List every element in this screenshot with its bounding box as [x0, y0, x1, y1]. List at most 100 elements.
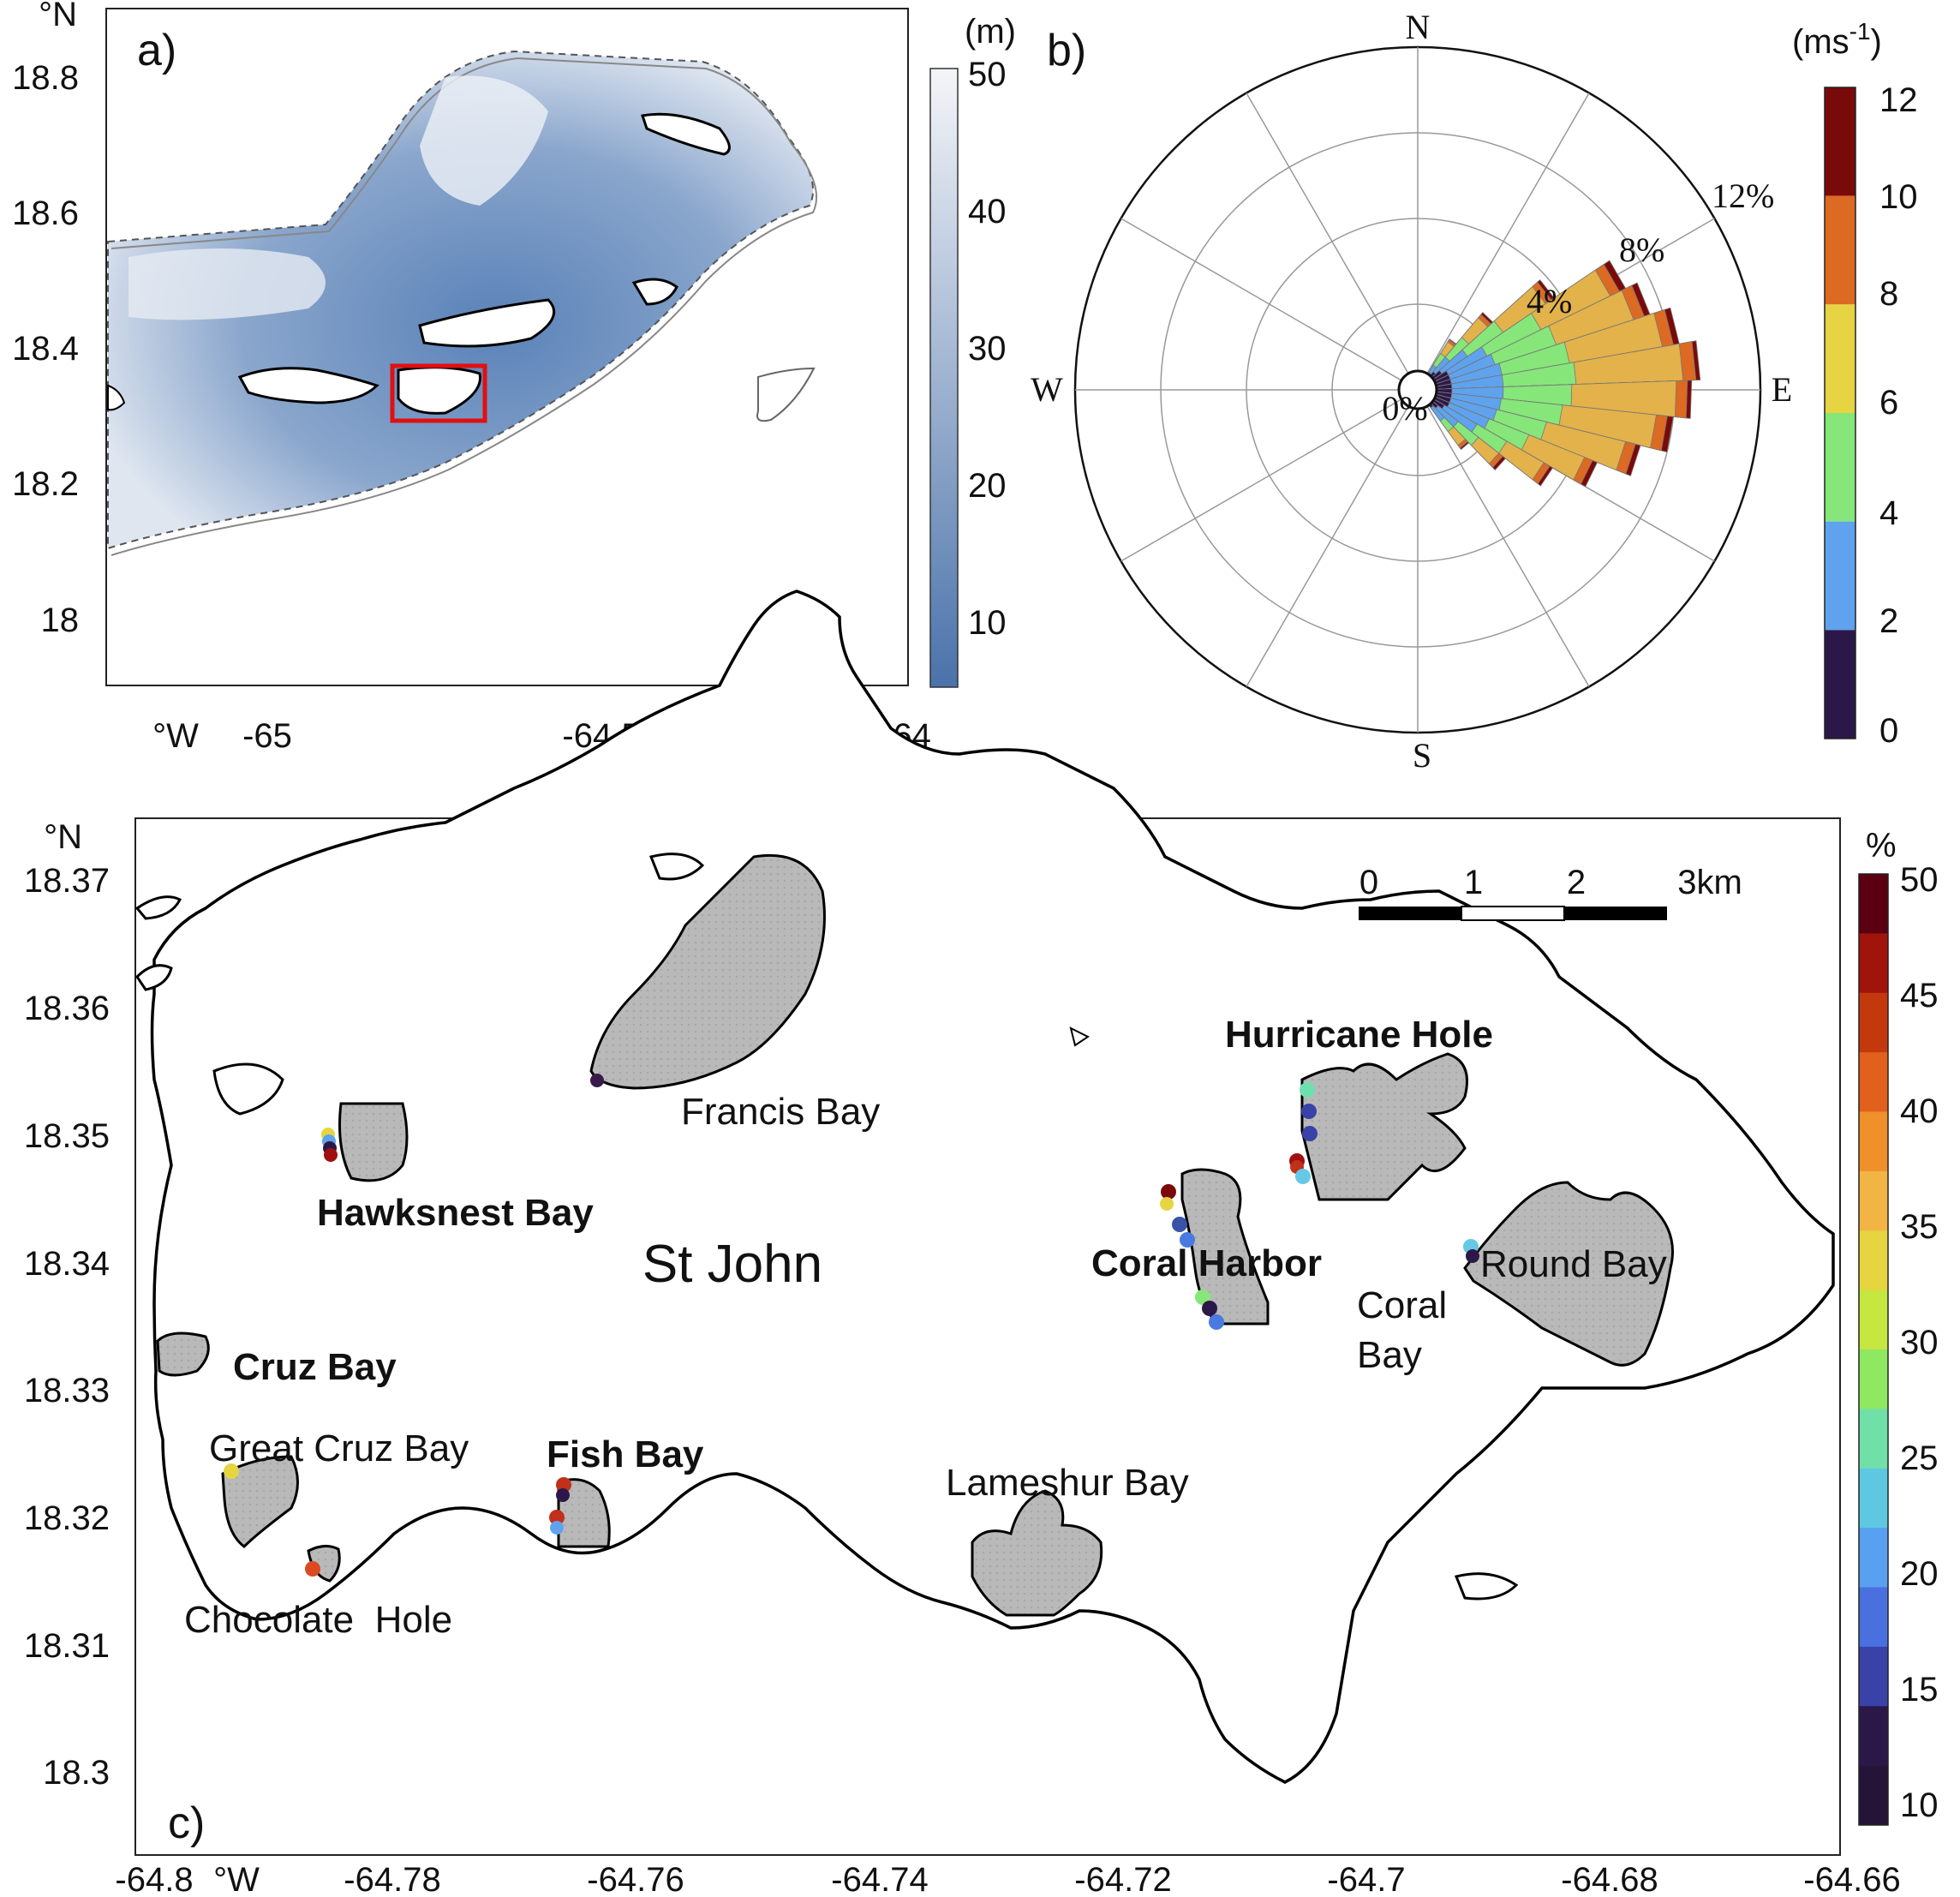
bay-coral-harbor [1180, 1168, 1270, 1326]
percent-colorbar-segment [1859, 1052, 1888, 1112]
rose-calm-circle [1397, 369, 1438, 410]
dir-east: E [1772, 370, 1792, 409]
depth-colorbar [929, 68, 959, 688]
island-edge [107, 384, 126, 411]
sample-point [556, 1477, 571, 1493]
sample-point [1466, 1249, 1479, 1263]
cb-tick: 40 [968, 193, 1007, 230]
percent-colorbar-segment [1859, 874, 1888, 934]
sample-point [1161, 1184, 1176, 1200]
percent-colorbar-segment [1859, 1765, 1888, 1826]
sample-point [549, 1510, 565, 1525]
cay [212, 1062, 284, 1116]
island-virgin-gorda [631, 278, 678, 306]
place-coral-bay-line2: Bay [1357, 1334, 1422, 1376]
percent-colorbar-segment [1859, 1409, 1888, 1469]
scale-segment-black [1359, 907, 1461, 920]
place-hurricane-hole: Hurricane Hole [1225, 1014, 1493, 1056]
percent-colorbar-segment [1859, 992, 1888, 1053]
wind-rose [1073, 45, 1762, 734]
pct-tick: 50 [1900, 861, 1939, 899]
sample-point [1160, 1197, 1174, 1211]
place-francis-bay: Francis Bay [681, 1091, 880, 1133]
speed-unit: (ms-1) [1792, 18, 1882, 61]
sample-point [1209, 1314, 1224, 1330]
y-tick: 18 [41, 601, 80, 639]
cay [1454, 1572, 1519, 1601]
percent-colorbar-segment [1859, 1230, 1888, 1291]
percent-colorbar-segment [1859, 1528, 1888, 1588]
sample-point [1295, 1169, 1311, 1184]
place-round-bay: Round Bay [1480, 1243, 1667, 1285]
x-tick: -64.74 [831, 1861, 928, 1897]
cay [135, 964, 173, 991]
scale-tick: 0 [1359, 864, 1378, 901]
x-tick: -64.66 [1803, 1861, 1900, 1897]
bay-francis [589, 853, 826, 1090]
cb-tick: 20 [968, 467, 1007, 505]
bay-great-cruz [221, 1455, 299, 1548]
cb-tick: 30 [968, 330, 1007, 368]
shallow-patch [420, 75, 548, 206]
speed-tick: 8 [1879, 275, 1898, 313]
percent-colorbar [1858, 873, 1889, 1826]
sample-point [1302, 1126, 1318, 1141]
pct-tick: 10 [1900, 1786, 1939, 1824]
y-tick: 18.34 [24, 1245, 110, 1283]
lon-unit: °W [152, 717, 199, 755]
speed-colorbar-segment [1825, 304, 1855, 413]
bay-fish [557, 1478, 611, 1548]
rose-petals [1417, 260, 1701, 488]
study-area-box [390, 363, 487, 423]
pct-tick: 25 [1900, 1439, 1939, 1477]
speed-unit-sup: -1 [1849, 18, 1871, 45]
speed-colorbar-segment [1825, 87, 1855, 196]
rose-spoke [1246, 389, 1419, 687]
speed-tick: 0 [1879, 712, 1898, 750]
sample-point [590, 1074, 604, 1087]
sample-point [1301, 1104, 1317, 1119]
x-tick: -64.7 [1327, 1861, 1405, 1897]
sample-point [556, 1488, 570, 1502]
ring-label-4: 4% [1527, 282, 1572, 320]
place-chocolate-hole: Chocolate Hole [184, 1599, 452, 1641]
scale-tick: 1 [1464, 864, 1483, 901]
dir-south: S [1413, 736, 1431, 775]
bay-round [1463, 1181, 1674, 1367]
cay [1069, 1026, 1090, 1047]
sample-point [1172, 1217, 1187, 1232]
percent-unit: % [1866, 827, 1897, 865]
x-tick: -64.68 [1561, 1861, 1658, 1897]
place-great-cruz-bay: Great Cruz Bay [209, 1427, 469, 1469]
panel-c-yaxis: °N 18.37 18.36 18.35 18.34 18.33 18.32 1… [24, 818, 110, 1792]
rose-spoke [1120, 389, 1419, 562]
speed-unit-text: (ms [1792, 23, 1849, 61]
x-tick: -65 [242, 717, 292, 755]
y-tick: 18.37 [24, 862, 110, 900]
dir-west: W [1031, 370, 1063, 409]
percent-colorbar-segment [1859, 1349, 1888, 1409]
scale-tick: 3km [1677, 864, 1742, 901]
scale-tick: 2 [1567, 864, 1586, 901]
percent-colorbar-segment [1859, 1170, 1888, 1231]
speed-tick: 2 [1879, 602, 1898, 640]
depth-unit: (m) [965, 13, 1016, 51]
panel-c-label: c) [168, 1798, 205, 1848]
cb-tick: 10 [968, 604, 1007, 642]
percent-colorbar-segment [1859, 1468, 1888, 1529]
pct-tick: 45 [1900, 977, 1939, 1014]
island-st-thomas [237, 367, 379, 404]
panel-c: St John Francis Bay Hurricane Hole Hawks… [24, 589, 1939, 1897]
percent-colorbar-segment [1859, 1290, 1888, 1350]
place-coral-bay-line1: Coral [1357, 1284, 1447, 1326]
percent-colorbar-segment [1859, 1646, 1888, 1707]
percent-colorbar-frame [1858, 873, 1889, 1826]
place-fish-bay: Fish Bay [547, 1433, 704, 1475]
x-tick: -64.78 [344, 1861, 440, 1897]
island-sombrero [756, 367, 816, 422]
panel-a: °N 18.8 18.6 18.4 18.2 18 °W -65 -64.5 -… [12, 0, 1016, 755]
speed-colorbar-segment [1825, 630, 1855, 739]
sample-point [550, 1521, 564, 1535]
sample-point [305, 1561, 320, 1577]
pct-tick: 20 [1900, 1555, 1939, 1593]
